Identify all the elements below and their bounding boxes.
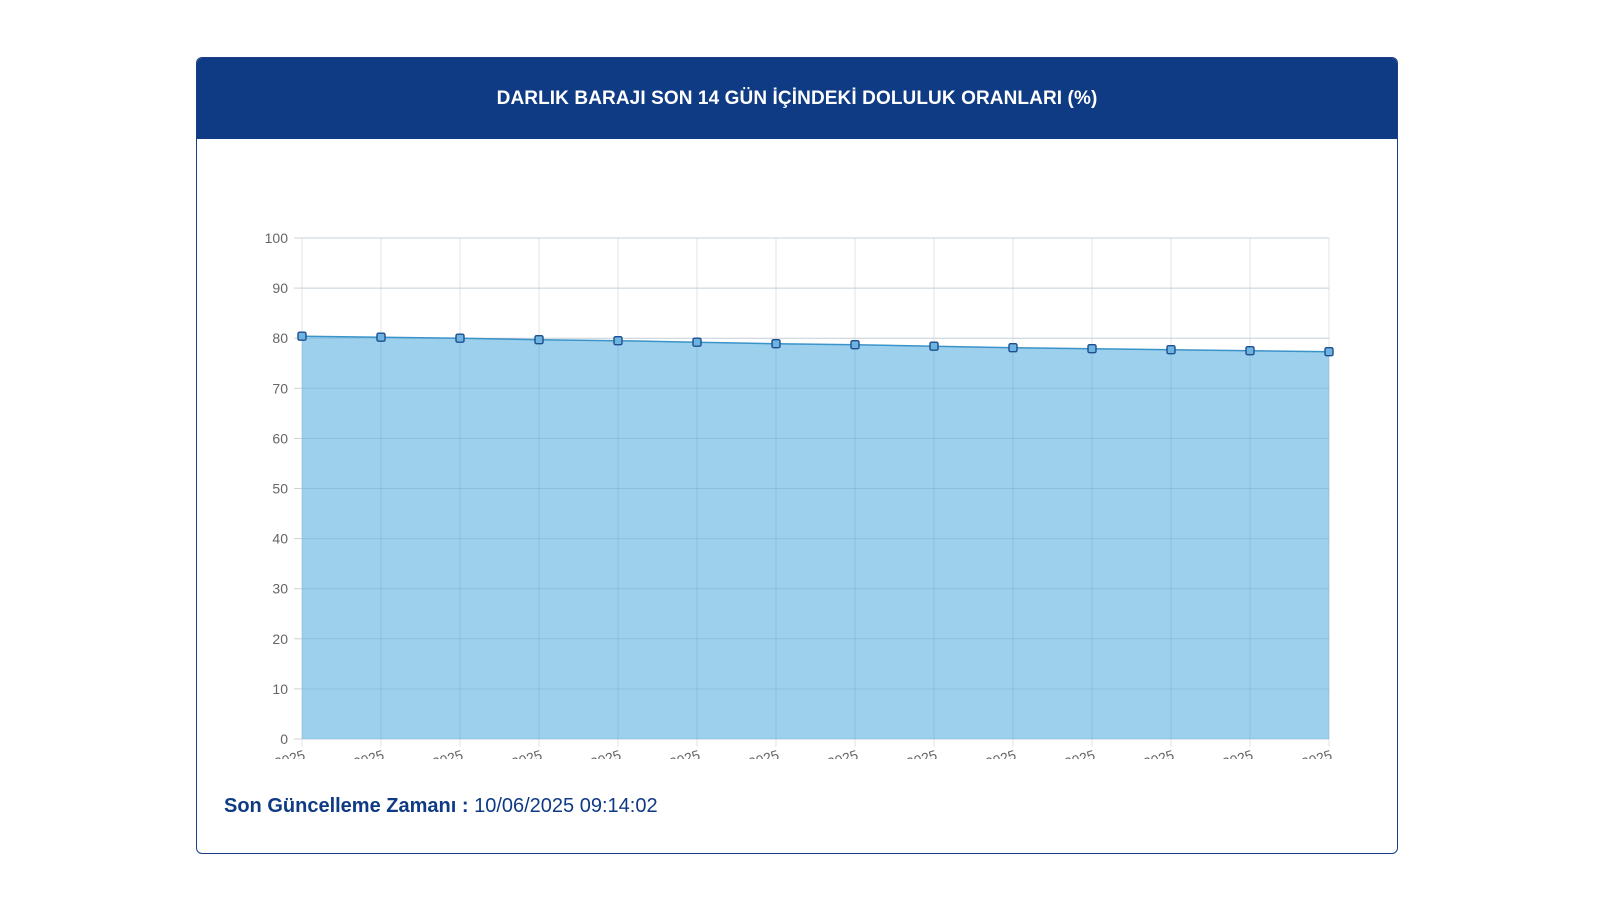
data-point [613, 336, 623, 346]
data-point [1008, 343, 1018, 353]
data-point [455, 333, 465, 343]
data-point [1245, 346, 1255, 356]
x-tick-label: 08.06.2025 [1104, 747, 1176, 759]
x-tick-label: 07.06.2025 [1025, 747, 1097, 759]
data-point [850, 340, 860, 350]
x-tick-label: 02.06.2025 [630, 747, 702, 759]
y-tick-label: 0 [280, 731, 288, 747]
data-point [692, 337, 702, 347]
data-point [297, 331, 307, 341]
last-update-value: 10/06/2025 09:14:02 [474, 795, 658, 817]
last-update-label: Son Güncelleme Zamanı : [224, 795, 469, 817]
chart-card: DARLIK BARAJI SON 14 GÜN İÇİNDEKİ DOLULU… [196, 57, 1398, 854]
y-tick-label: 20 [272, 631, 288, 647]
y-tick-label: 10 [272, 681, 288, 697]
data-point [534, 335, 544, 345]
x-tick-label: 09.06.2025 [1183, 747, 1255, 759]
x-tick-label: 31.05.2025 [472, 747, 544, 759]
y-tick-label: 40 [272, 531, 288, 547]
y-tick-label: 90 [272, 280, 288, 296]
x-tick-label: 05.06.2025 [867, 747, 939, 759]
last-update: Son Güncelleme Zamanı : 10/06/2025 09:14… [224, 795, 658, 818]
area-chart: 0 10 20 30 40 50 60 70 80 90 100 28.05.2025 29.05.20… [235, 230, 1334, 759]
x-tick-label: 30.05.2025 [393, 747, 465, 759]
y-tick-label: 70 [272, 380, 288, 396]
x-tick-label: 10.06.2025 [1262, 747, 1334, 759]
chart-area: 0 10 20 30 40 50 60 70 80 90 100 28.05.2025 29.05.20… [197, 139, 1397, 759]
series-area [302, 336, 1329, 739]
x-tick-label: 06.06.2025 [946, 747, 1018, 759]
x-tick-label: 29.05.2025 [314, 747, 386, 759]
data-point [376, 332, 386, 342]
x-tick-label: 28.05.2025 [235, 747, 307, 759]
data-point [929, 341, 939, 351]
series-line [301, 335, 1330, 353]
y-tick-label: 80 [272, 330, 288, 346]
data-point [1087, 344, 1097, 354]
data-point [1324, 347, 1334, 357]
x-tick-label: 04.06.2025 [788, 747, 860, 759]
card-header: DARLIK BARAJI SON 14 GÜN İÇİNDEKİ DOLULU… [197, 58, 1397, 139]
data-point [771, 339, 781, 349]
chart-title: DARLIK BARAJI SON 14 GÜN İÇİNDEKİ DOLULU… [496, 87, 1098, 109]
y-tick-label: 30 [272, 581, 288, 597]
data-point [1166, 345, 1176, 355]
y-tick-label: 50 [272, 481, 288, 497]
x-tick-label: 01.06.2025 [551, 747, 623, 759]
y-tick-label: 60 [272, 430, 288, 446]
x-tick-label: 03.06.2025 [709, 747, 781, 759]
y-tick-label: 100 [265, 230, 289, 246]
